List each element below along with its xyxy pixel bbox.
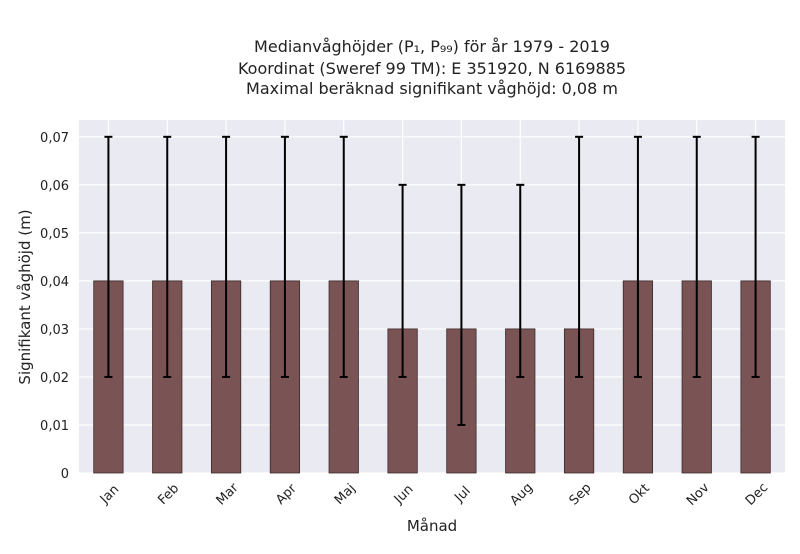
plot-area [79, 120, 785, 473]
title-line-2: Koordinat (Sweref 99 TM): E 351920, N 61… [238, 59, 626, 78]
x-tick-label: Jun [391, 482, 417, 508]
x-tick-label: Sep [567, 481, 595, 509]
y-axis-label: Signifikant våghöjd (m) [16, 209, 34, 384]
error-bar-maj [339, 135, 348, 378]
error-bar-sep [575, 135, 584, 378]
error-bar-mar [222, 135, 231, 378]
error-bar-feb [163, 135, 172, 378]
x-tick-label: Jul [451, 484, 473, 506]
error-bar-nov [692, 135, 701, 378]
error-bar-apr [280, 135, 289, 378]
x-tick-label: Aug [507, 480, 536, 509]
x-tick-label: Mar [214, 480, 242, 508]
error-bar-dec [751, 135, 760, 378]
error-bar-aug [516, 183, 525, 378]
x-tick-label: Nov [684, 480, 713, 509]
x-axis-label: Månad [407, 517, 457, 535]
x-tick-label: Feb [155, 481, 182, 508]
chart-title: Medianvåghöjder (P₁, P₉₉) för år 1979 - … [238, 37, 626, 98]
y-tick-label: 0 [61, 467, 69, 482]
x-tick-label: Apr [273, 481, 300, 508]
error-bar-jun [398, 183, 407, 378]
y-tick-label: 0,04 [40, 275, 69, 290]
x-tick-label: Jan [97, 482, 122, 507]
error-bars [104, 135, 760, 426]
y-tick-label: 0,01 [40, 419, 69, 434]
x-axis-ticks: Jan Feb Mar Apr Maj Jun Jul Aug Sep Okt Nov Dec [97, 480, 771, 509]
y-tick-label: 0,07 [40, 131, 69, 146]
y-tick-label: 0,02 [40, 371, 69, 386]
y-axis-ticks: 0 0,01 0,02 0,03 0,04 0,05 0,06 0,07 [40, 131, 69, 482]
y-tick-label: 0,06 [40, 179, 69, 194]
y-tick-label: 0,05 [40, 227, 69, 242]
title-line-1: Medianvåghöjder (P₁, P₉₉) för år 1979 - … [254, 37, 610, 56]
x-tick-label: Okt [626, 481, 653, 508]
x-tick-label: Dec [743, 480, 771, 508]
title-line-3: Maximal beräknad signifikant våghöjd: 0,… [246, 79, 618, 98]
error-bar-jan [104, 135, 113, 378]
x-tick-label: Maj [332, 481, 359, 508]
error-bar-jul [457, 183, 466, 426]
error-bar-okt [633, 135, 642, 378]
y-tick-label: 0,03 [40, 323, 69, 338]
